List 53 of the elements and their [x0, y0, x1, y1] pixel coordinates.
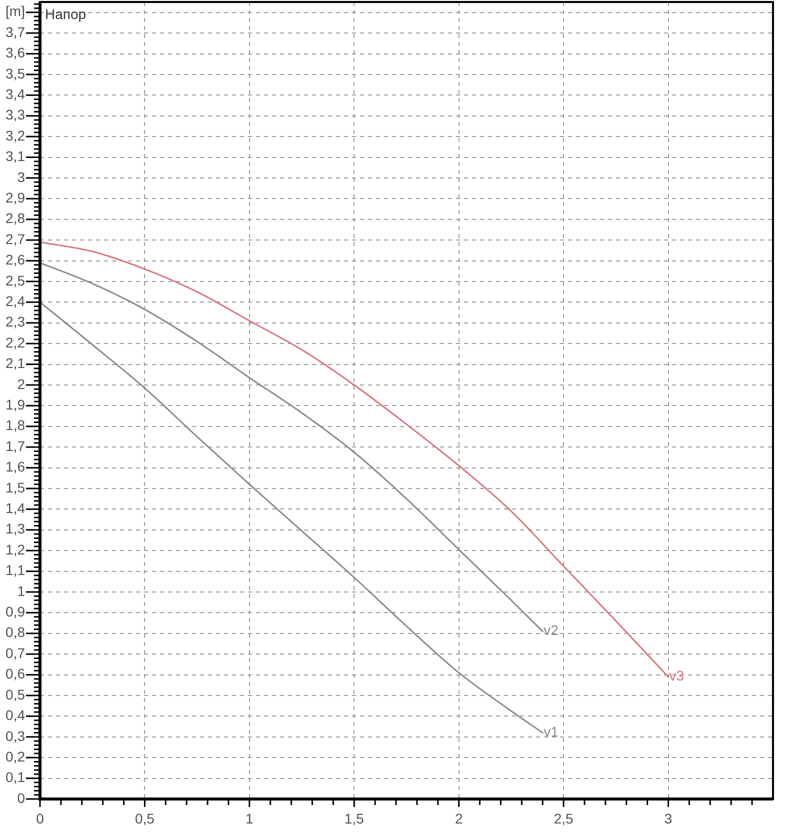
y-tick-label: 1,7: [6, 438, 26, 454]
y-tick-label: 2,1: [6, 355, 26, 372]
x-tick-label: 2,5: [554, 810, 574, 826]
x-tick-label: 2: [454, 810, 463, 826]
y-tick-label: 3: [17, 168, 26, 185]
y-tick-label: 2,2: [6, 334, 26, 350]
line-series: [40, 301, 544, 734]
y-tick-label: 2: [17, 376, 26, 392]
y-tick-label: 2,9: [6, 190, 26, 206]
x-tick-label: 1,5: [344, 810, 364, 826]
y-tick-label: 0,9: [6, 604, 26, 620]
y-tick-label: 1,6: [6, 458, 26, 475]
y-tick-label: 3,3: [6, 106, 26, 123]
y-tick-label: 3,5: [6, 65, 26, 82]
y-tick-label: 0: [17, 790, 26, 806]
y-tick-label: 0,1: [6, 769, 26, 786]
y-tick-label: 2,4: [6, 293, 26, 310]
y-tick-label: 0,4: [6, 707, 26, 724]
x-tick-label: 3: [664, 810, 672, 826]
y-tick-label: 3,4: [6, 86, 26, 102]
series-label: v3: [669, 668, 684, 684]
y-tick-label: 2,6: [6, 252, 26, 268]
y-tick-label: 1,9: [6, 396, 26, 413]
y-tick-label: 2,5: [6, 272, 26, 288]
line-series: [40, 262, 544, 632]
y-tick-label: 1,2: [6, 541, 26, 558]
y-tick-label: 2,7: [6, 230, 26, 247]
y-tick-label: 0,6: [6, 666, 26, 682]
y-tick-label: 0,2: [6, 748, 26, 764]
y-tick-label: 1: [17, 582, 26, 599]
y-tick-label: 2,8: [6, 210, 26, 226]
y-tick-label: 0,3: [6, 728, 26, 744]
y-tick-label: 1,8: [6, 417, 26, 434]
y-tick-label: 1,4: [6, 500, 26, 516]
y-tick-label: 3,1: [6, 148, 26, 164]
x-tick-label: 0,5: [134, 810, 155, 826]
y-tick-label: 0,8: [6, 624, 26, 640]
y-tick-label: 3,2: [6, 127, 26, 144]
x-tick-label: 1: [246, 810, 254, 826]
x-tick-label: 0: [36, 810, 44, 826]
y-tick-label: 1,5: [6, 479, 26, 496]
series-label: v1: [544, 724, 559, 740]
y-tick-label: [m]: [6, 3, 25, 20]
series-label: v2: [544, 622, 559, 638]
y-tick-label: 1,3: [6, 520, 26, 537]
y-tick-label: 0,5: [6, 686, 26, 702]
line-series: [40, 241, 670, 678]
chart-title: Напор: [45, 6, 86, 22]
y-tick-label: 3,6: [6, 44, 26, 61]
y-tick-label: 0,7: [6, 644, 26, 661]
y-tick-label: 2,3: [6, 314, 26, 330]
y-tick-label: 1,1: [6, 562, 26, 578]
y-tick-label: 3,7: [6, 24, 26, 40]
